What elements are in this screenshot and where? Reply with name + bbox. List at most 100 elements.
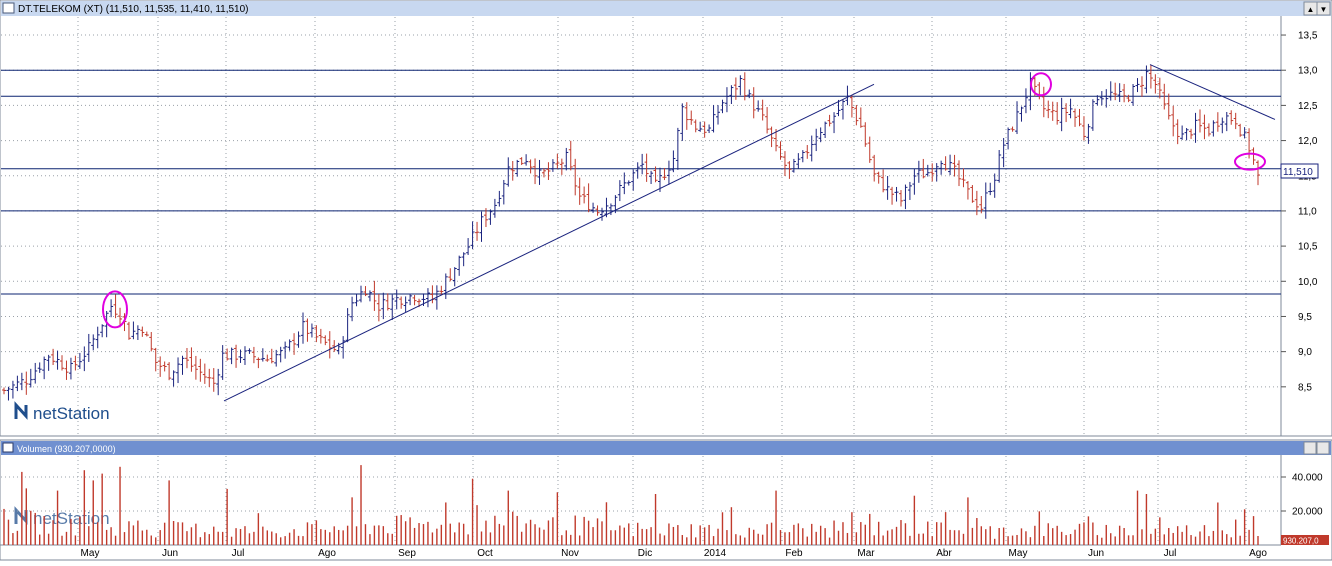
price-bar [622, 172, 627, 195]
price-bar [778, 141, 783, 160]
price-bar [1041, 86, 1046, 118]
price-bar [693, 119, 698, 133]
x-tick-label: Ago [318, 548, 336, 559]
price-bar [274, 349, 279, 367]
price-bar [162, 361, 167, 372]
last-volume-label: 930.207,0 [1283, 537, 1319, 546]
price-title: DT.TELEKOM (XT) (11,510, 11,535, 11,410,… [18, 4, 249, 15]
price-bar [564, 147, 569, 171]
price-bar [827, 114, 832, 127]
x-tick-label: Mar [857, 548, 875, 559]
price-bar [1059, 97, 1064, 132]
price-bar [1206, 123, 1211, 137]
price-bar [1117, 83, 1122, 102]
price-bar [1023, 88, 1028, 114]
price-bar [524, 154, 529, 166]
price-bar [91, 334, 96, 351]
price-bar [649, 170, 654, 185]
price-bar [635, 162, 640, 179]
price-bar [216, 368, 221, 396]
volume-scroll-down-button[interactable] [1316, 441, 1330, 455]
y-tick-label: 9,5 [1298, 312, 1312, 323]
price-bar [403, 296, 408, 313]
price-bar [144, 331, 149, 337]
volume-scroll-up-button[interactable] [1303, 441, 1317, 455]
price-bar [738, 75, 743, 96]
price-bar [305, 318, 310, 342]
price-bar [586, 183, 591, 213]
price-bar [1202, 114, 1207, 140]
price-bar [519, 157, 524, 166]
price-bar [448, 268, 453, 282]
price-bar [550, 159, 555, 172]
price-bar [68, 357, 73, 380]
price-bar [220, 345, 225, 380]
price-bar [939, 160, 944, 175]
price-bar [104, 310, 109, 338]
price-bar [809, 135, 814, 162]
price-scroll-down-button[interactable] [1316, 1, 1331, 16]
price-bar [24, 371, 29, 395]
price-bar [350, 296, 355, 322]
price-bar [840, 99, 845, 120]
price-bar [1197, 109, 1202, 133]
price-bar [800, 150, 805, 163]
x-tick-label: Ago [1249, 548, 1267, 559]
price-bar [1064, 103, 1069, 123]
price-bar [60, 355, 65, 371]
x-tick-label: Jun [162, 548, 178, 559]
price-bar [671, 150, 676, 173]
price-bar [167, 362, 172, 381]
netstation-logo-icon [14, 401, 28, 420]
price-bar [515, 159, 520, 177]
price-bar [1224, 111, 1229, 132]
price-bar [475, 221, 480, 241]
price-bar [858, 107, 863, 128]
price-bar [439, 285, 444, 296]
price-bar [309, 323, 314, 338]
price-bar [1193, 112, 1198, 143]
price-bar [577, 177, 582, 205]
price-bar [15, 375, 20, 392]
price-bar [818, 127, 823, 143]
price-title-icon[interactable] [2, 2, 15, 14]
price-bar [33, 362, 38, 384]
volume-title-icon[interactable] [2, 442, 14, 453]
price-bar [805, 145, 810, 159]
price-bar [242, 346, 247, 365]
price-bar [541, 168, 546, 178]
price-bar [881, 169, 886, 193]
price-bar [1171, 105, 1176, 137]
price-bar [747, 89, 752, 99]
price-bar [1189, 128, 1194, 139]
price-bar [1006, 127, 1011, 150]
price-bar [1215, 112, 1220, 132]
x-tick-label: Feb [785, 548, 803, 559]
price-bar [1090, 99, 1095, 131]
price-bar [323, 335, 328, 346]
price-bar [591, 202, 596, 213]
x-tick-label: May [81, 548, 100, 559]
price-bar [385, 293, 390, 311]
price-bar [265, 354, 270, 362]
price-bar [327, 331, 332, 359]
volume-title-bar [1, 441, 1331, 455]
price-bar [1166, 93, 1171, 120]
price-bar [140, 326, 145, 337]
price-bar [2, 387, 6, 395]
price-bar [158, 356, 163, 377]
price-bar [568, 140, 573, 171]
price-bar [916, 160, 921, 183]
price-bar [399, 296, 404, 309]
price-bar [903, 184, 908, 210]
price-bar [921, 158, 926, 179]
price-bar [118, 307, 123, 328]
price-bar [238, 349, 243, 363]
price-bar [466, 238, 471, 255]
price-bar [948, 154, 953, 176]
price-bar [510, 161, 515, 181]
netstation-logo-text: netStation [33, 404, 110, 423]
price-bar [943, 156, 948, 171]
